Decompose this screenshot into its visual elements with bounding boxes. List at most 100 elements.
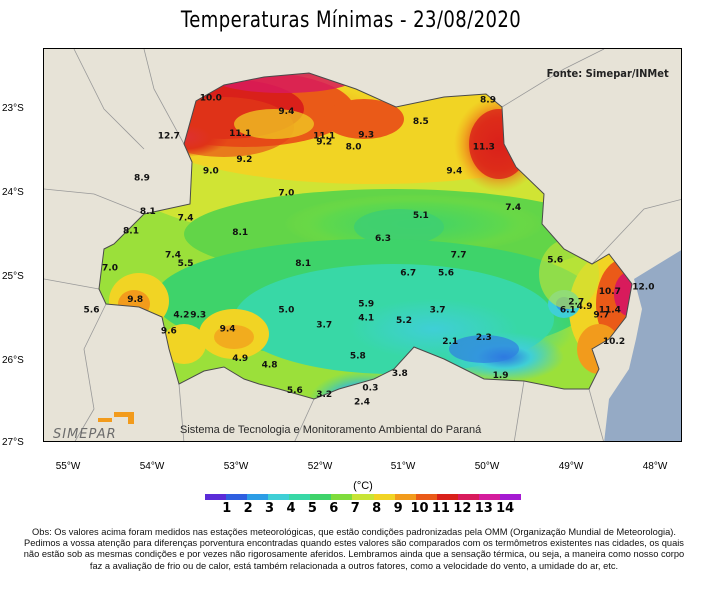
station-value: 11.1 [313,131,335,141]
station-value: 5.2 [396,316,412,326]
station-value: 9.4 [278,107,294,117]
station-value: 7.4 [165,251,181,261]
source-label: Fonte: Simepar/INMet [546,67,669,80]
station-value: 1.9 [493,371,509,381]
scale-swatch [205,494,227,500]
scale-swatch [436,494,458,500]
station-value: 7.4 [505,203,521,213]
station-value: 5.0 [278,305,294,315]
station-value: 5.6 [84,305,100,315]
station-value: 9.4 [220,325,236,335]
station-value: 9.0 [203,167,219,177]
scale-swatch [415,494,437,500]
station-value: 5.8 [350,351,366,361]
station-value: 8.1 [232,228,248,238]
station-value: 9.3 [190,310,206,320]
scale-tick: 2 [243,501,253,516]
station-value: 8.1 [295,259,311,269]
station-value: 6.3 [375,234,391,244]
scale-swatch [247,494,269,500]
station-value: 9.6 [161,326,177,336]
scale-swatch [310,494,332,500]
station-value: 8.0 [346,142,362,152]
simepar-logo: SIMEPAR [53,427,117,442]
station-value: 6.1 [560,305,576,315]
station-value: 4.9 [577,302,593,312]
lon-label: 53°W [223,461,249,472]
station-value: 4.2 [173,310,189,320]
scale-tick: 5 [307,501,317,516]
station-value: 6.7 [400,268,416,278]
lon-label: 55°W [55,461,81,472]
station-value: 10.0 [200,94,222,104]
lon-label: 48°W [642,461,668,472]
station-value: 2.7 [568,298,584,308]
scale-tick: 12 [453,501,472,516]
station-value: 8.9 [480,95,496,105]
station-value: 10.2 [603,337,625,347]
station-value: 7.7 [451,251,467,261]
station-value: 5.6 [438,268,454,278]
station-value: 5.9 [358,299,374,309]
lat-label: 23°S [2,103,24,114]
disclaimer-note: Obs: Os valores acima foram medidos nas … [23,527,685,571]
station-value: 4.1 [358,314,374,324]
station-value: 7.4 [178,214,194,224]
station-value: 9.4 [446,167,462,177]
scale-tick: 3 [265,501,275,516]
color-scale [205,494,521,500]
scale-swatch [457,494,479,500]
scale-swatch [352,494,374,500]
neighbour-borders [44,49,681,441]
lat-label: 24°S [2,187,24,198]
station-value: 12.0 [632,283,654,293]
station-value: 2.1 [442,337,458,347]
legend-unit: (°C) [353,480,373,492]
map-frame: 10.0 9.4 12.7 11.1 11.1 9.2 9.3 8.5 8.9 11.3 8.0 9.… [43,48,682,442]
station-value: 11.4 [599,305,621,315]
station-value: 3.8 [392,369,408,379]
ocean [604,250,681,441]
scale-tick: 14 [496,501,515,516]
scale-tick: 11 [431,501,450,516]
scale-swatch [478,494,500,500]
station-value: 8.9 [134,173,150,183]
station-value: 3.2 [316,390,332,400]
scale-swatch [268,494,290,500]
station-value: 5.6 [547,256,563,266]
station-value: 3.7 [430,305,446,315]
simepar-logo-mark [98,412,134,424]
station-value: 5.1 [413,211,429,221]
scale-tick: 1 [222,501,232,516]
station-value: 11.3 [473,142,495,152]
scale-tick: 8 [372,501,382,516]
scale-tick: 4 [286,501,296,516]
temperature-map: 10.09.412.7 11.1 11.19.29.38.58.911.38.09.… [44,49,681,441]
lon-label: 51°W [390,461,416,472]
color-scale-ticks: 1 2 3 4 5 6 7 8 9 10 11 12 13 14 [216,501,516,516]
scale-tick: 10 [410,501,429,516]
station-value: 12.7 [158,131,180,141]
station-values: 10.09.412.7 11.1 11.19.29.38.58.911.38.09.… [84,94,655,408]
station-value: 4.9 [232,354,248,364]
station-value: 2.3 [476,333,492,343]
station-value: 9.8 [127,295,143,305]
lon-label: 54°W [139,461,165,472]
lon-label: 52°W [307,461,333,472]
institution-label: Sistema de Tecnologia e Monitoramento Am… [180,424,482,436]
station-value: 9.2 [316,137,332,147]
scale-tick: 7 [350,501,360,516]
lon-label: 50°W [474,461,500,472]
station-value: 5.6 [287,386,303,396]
station-value: 5.5 [178,259,194,269]
station-value: 8.1 [123,226,139,236]
scale-tick: 13 [474,501,493,516]
station-value: 9.3 [358,131,374,141]
lat-label: 25°S [2,271,24,282]
station-value: 0.3 [362,383,378,393]
station-value: 4.8 [262,361,278,371]
station-value: 7.0 [278,189,294,199]
station-value: 8.5 [413,117,429,127]
map-title: Temperaturas Mínimas - 23/08/2020 [180,8,522,33]
station-value: 3.7 [316,320,332,330]
